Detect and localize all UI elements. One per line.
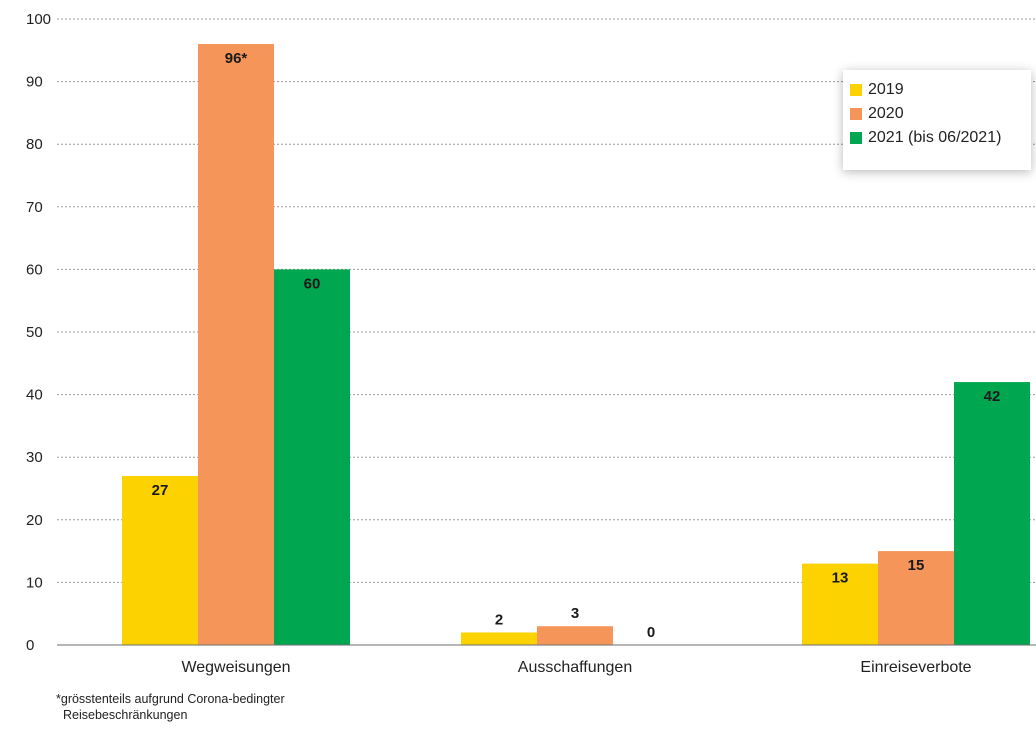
bar [954, 382, 1030, 645]
y-tick-label: 40 [26, 387, 43, 404]
y-tick-label: 90 [26, 74, 43, 91]
bar [878, 551, 954, 645]
data-label: 0 [647, 624, 655, 641]
bar [198, 44, 274, 646]
y-tick-label: 50 [26, 324, 43, 341]
legend-label: 2019 [868, 81, 904, 98]
data-label: 42 [984, 388, 1001, 405]
legend-label: 2021 (bis 06/2021) [868, 129, 1002, 146]
bar [274, 269, 350, 645]
x-category-label: Wegweisungen [181, 659, 290, 676]
data-label: 15 [908, 557, 925, 574]
y-tick-label: 30 [26, 449, 43, 466]
legend-swatch-2020 [850, 108, 862, 120]
bar [122, 475, 198, 645]
data-label: 2 [495, 611, 503, 628]
x-category-label: Einreiseverbote [860, 659, 971, 676]
x-axis-category-labels: Wegweisungen Ausschaffungen Einreiseverbot… [181, 659, 971, 676]
footnote-line-2: Reisebeschränkungen [63, 708, 188, 722]
bar [802, 563, 878, 645]
data-label: 60 [304, 275, 321, 292]
y-tick-label: 10 [26, 574, 43, 591]
x-category-label: Ausschaffungen [518, 659, 632, 676]
footnote-line-1: *grösstenteils aufgrund Corona-bedingter [56, 692, 285, 706]
y-tick-label: 20 [26, 512, 43, 529]
y-axis-tick-labels: 0 10 20 30 40 50 60 70 80 90 100 [26, 11, 51, 654]
legend-swatch-2019 [850, 84, 862, 96]
legend-label: 2020 [868, 105, 904, 122]
y-tick-label: 80 [26, 136, 43, 153]
y-tick-label: 0 [26, 637, 34, 654]
y-tick-label: 60 [26, 261, 43, 278]
data-label: 27 [152, 482, 169, 499]
bars [122, 44, 1030, 646]
legend-item-2019: 2019 [850, 79, 904, 101]
data-label: 13 [832, 570, 849, 587]
bar [537, 626, 613, 645]
legend-item-2020: 2020 [850, 103, 904, 125]
y-tick-label: 70 [26, 199, 43, 216]
legend-swatch-2021 [850, 132, 862, 144]
bar [461, 632, 537, 645]
legend-item-2021: 2021 (bis 06/2021) [850, 127, 1001, 149]
data-labels: 27 2 13 96* 3 15 60 0 42 [152, 50, 1001, 641]
data-label: 3 [571, 605, 579, 622]
data-label: 96* [225, 50, 248, 67]
footnote: *grösstenteils aufgrund Corona-bedingter… [56, 691, 285, 723]
gridlines [57, 18, 1036, 583]
y-tick-label: 100 [26, 11, 51, 28]
legend: 2019 2020 2021 (bis 06/2021) [843, 70, 1031, 170]
